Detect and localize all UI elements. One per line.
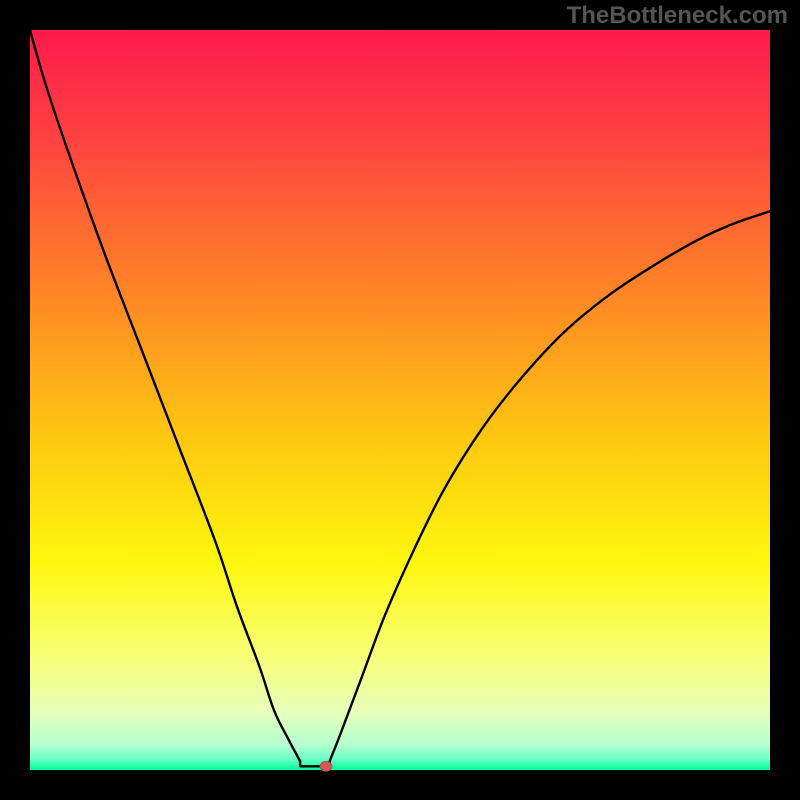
bottleneck-chart <box>0 0 800 800</box>
plot-background <box>30 30 770 770</box>
optimal-point-marker <box>320 761 332 771</box>
chart-frame: TheBottleneck.com <box>0 0 800 800</box>
watermark-text: TheBottleneck.com <box>567 2 788 30</box>
